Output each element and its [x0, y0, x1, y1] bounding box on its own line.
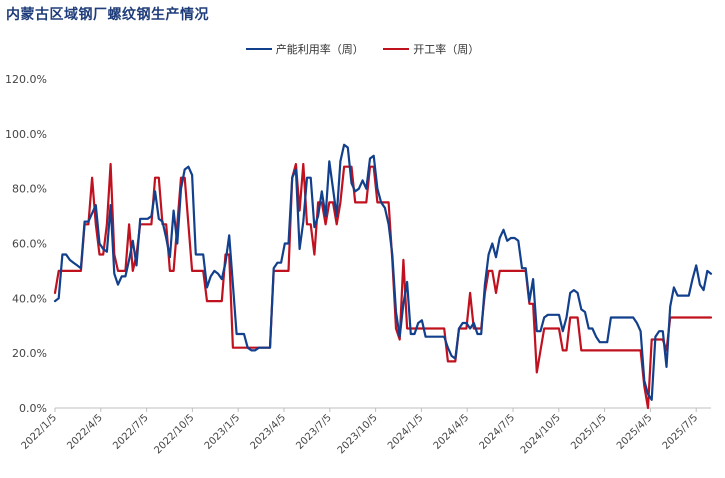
- legend-swatch-operating: [383, 48, 410, 50]
- x-tick-label: 2024/10/5: [519, 412, 563, 456]
- legend: 产能利用率（周） 开工率（周）: [0, 40, 725, 57]
- y-tick-label: 120.0%: [5, 73, 47, 86]
- x-tick-label: 2023/10/5: [336, 412, 380, 456]
- x-tick-label: 2023/7/5: [294, 412, 334, 452]
- legend-item-operating: 开工率（周）: [383, 41, 479, 57]
- x-tick-label: 2023/1/5: [203, 412, 243, 452]
- legend-label-operating: 开工率（周）: [413, 43, 480, 56]
- y-tick-label: 80.0%: [12, 183, 47, 196]
- x-tick-label: 2023/4/5: [249, 412, 289, 452]
- y-tick-label: 40.0%: [12, 292, 47, 305]
- y-tick-label: 0.0%: [19, 402, 47, 415]
- legend-item-capacity: 产能利用率（周）: [245, 41, 364, 57]
- x-tick-label: 2022/10/5: [152, 412, 196, 456]
- series-line-operating: [53, 162, 713, 410]
- x-tick-label: 2022/4/5: [65, 412, 105, 452]
- x-tick-label: 2025/1/5: [569, 412, 609, 452]
- y-tick-label: 100.0%: [5, 128, 47, 141]
- x-tick-label: 2024/4/5: [432, 412, 472, 452]
- y-tick-label: 20.0%: [12, 347, 47, 360]
- x-tick-label: 2022/7/5: [111, 412, 151, 452]
- y-tick-label: 60.0%: [12, 238, 47, 251]
- x-tick-label: 2025/7/5: [661, 412, 701, 452]
- x-tick-label: 2024/1/5: [386, 412, 426, 452]
- x-tick-label: 2025/4/5: [615, 412, 655, 452]
- series-line-capacity: [53, 143, 713, 401]
- x-tick-label: 2022/1/5: [20, 412, 60, 452]
- legend-label-capacity: 产能利用率（周）: [275, 43, 364, 56]
- chart-title: 内蒙古区域钢厂螺纹钢生产情况: [6, 7, 209, 23]
- legend-swatch-capacity: [245, 48, 272, 50]
- x-tick-label: 2024/7/5: [478, 412, 518, 452]
